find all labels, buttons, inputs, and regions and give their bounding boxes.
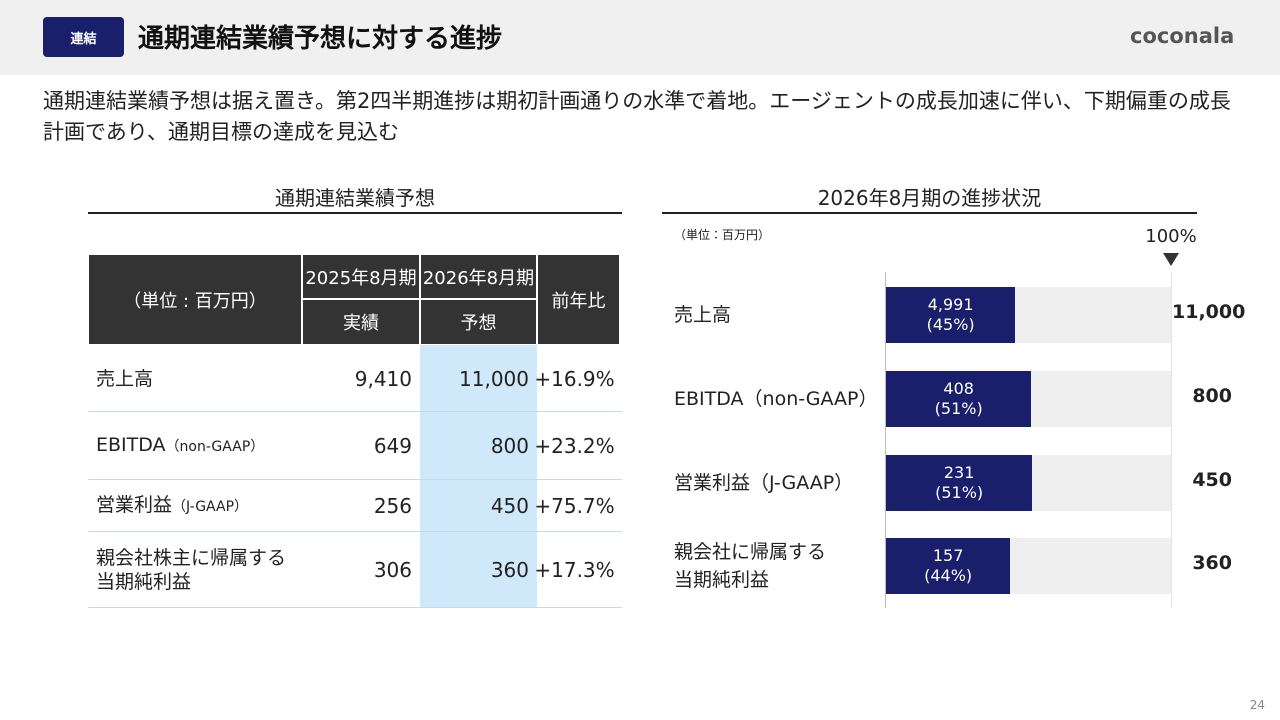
full-marker <box>1163 253 1179 266</box>
table-header-cell: 2026年8月期 <box>420 254 537 299</box>
row-label-text: 当期純利益 <box>96 571 192 593</box>
table-value: 306 <box>373 558 412 582</box>
progress-label-line: 営業利益（J-GAAP） <box>674 472 854 494</box>
table-value: 800 <box>490 434 529 458</box>
progress-percent: (51%) <box>935 483 984 502</box>
row-divider <box>88 479 622 480</box>
progress-percent: (51%) <box>934 399 983 418</box>
badge: 連結 <box>43 17 124 57</box>
progress-bar: 231 (51%) <box>886 455 1033 511</box>
row-label-line: 営業利益（J-GAAP） <box>96 493 248 519</box>
row-label-line: 親会社株主に帰属する <box>96 546 286 570</box>
table-rule <box>88 212 622 214</box>
progress-label: 売上高 <box>674 275 884 355</box>
logo: coconala <box>1130 24 1235 48</box>
row-divider <box>88 607 622 608</box>
table-value: +17.3% <box>534 558 615 582</box>
table-title: 通期連結業績予想 <box>275 186 435 210</box>
progress-unit: （単位：百万円） <box>674 228 771 242</box>
table-value: 450 <box>490 494 529 518</box>
row-label: 親会社株主に帰属する 当期純利益 <box>88 532 302 608</box>
table-value: 649 <box>373 434 412 458</box>
progress-bar: 4,991 (45%) <box>886 287 1016 343</box>
progress-target: 11,000 <box>1172 301 1246 323</box>
progress-title: 2026年8月期の進捗状況 <box>817 186 1042 210</box>
progress-value: 408 <box>943 379 974 398</box>
progress-value: 231 <box>943 463 975 482</box>
header-bar <box>0 0 1280 75</box>
row-label-note: （J-GAAP） <box>172 499 249 515</box>
table-value: 256 <box>373 494 412 518</box>
row-label-text: EBITDA <box>96 434 166 456</box>
table-value: 9,410 <box>354 366 412 391</box>
table-header-cell: 前年比 <box>537 254 620 345</box>
progress-bar: 408 (51%) <box>886 371 1032 427</box>
row-label-text: 親会社株主に帰属する <box>96 547 287 569</box>
table-value: +16.9% <box>534 366 615 391</box>
row-label-note: （non-GAAP） <box>165 439 265 455</box>
progress-percent: (44%) <box>924 566 973 585</box>
page-number: 24 <box>1249 698 1265 712</box>
progress-percent: (45%) <box>926 315 975 334</box>
row-label-line: EBITDA（non-GAAP） <box>96 433 264 459</box>
row-label-line: 売上高 <box>96 367 153 391</box>
row-label: 営業利益（J-GAAP） <box>88 480 302 532</box>
progress-value: 4,991 <box>927 295 974 314</box>
progress-target: 800 <box>1192 385 1232 407</box>
progress-label: 親会社に帰属する 当期純利益 <box>674 526 884 606</box>
full-line <box>1171 272 1172 608</box>
table-value: 360 <box>490 558 529 582</box>
table-header-cell: （単位 : 百万円） <box>88 254 302 345</box>
row-label-text: 営業利益 <box>96 494 173 516</box>
table-header-cell: 実績 <box>302 299 420 345</box>
progress-value: 157 <box>932 546 964 565</box>
axis-line <box>885 272 886 608</box>
progress-target: 450 <box>1192 469 1232 491</box>
full-label: 100% <box>1145 226 1197 247</box>
row-label-line: 当期純利益 <box>96 570 191 594</box>
row-divider <box>88 531 622 532</box>
table-value: +75.7% <box>534 494 615 518</box>
row-label: EBITDA（non-GAAP） <box>88 412 302 480</box>
summary: 通期連結業績予想は据え置き。第2四半期進捗は期初計画通りの水準で着地。エージェン… <box>43 89 1231 144</box>
table-value: +23.2% <box>534 434 615 458</box>
row-divider <box>88 411 622 412</box>
page-title: 通期連結業績予想に対する進捗 <box>138 24 503 54</box>
progress-target: 360 <box>1192 552 1232 574</box>
progress-label-line: EBITDA（non-GAAP） <box>674 388 878 410</box>
progress-label-line: 当期純利益 <box>674 569 770 591</box>
table-header-cell: 2025年8月期 <box>302 254 420 299</box>
progress-label-line: 親会社に帰属する <box>674 541 827 563</box>
forecast-highlight <box>420 345 537 608</box>
table-header-cell: 予想 <box>420 299 537 345</box>
progress-label-line: 売上高 <box>674 304 732 326</box>
row-label: 売上高 <box>88 345 302 412</box>
table-value: 11,000 <box>459 366 529 391</box>
progress-bar: 157 (44%) <box>886 538 1011 594</box>
progress-rule <box>662 212 1197 214</box>
progress-label: 営業利益（J-GAAP） <box>674 443 884 523</box>
progress-label: EBITDA（non-GAAP） <box>674 359 884 439</box>
row-label-text: 売上高 <box>96 367 154 390</box>
